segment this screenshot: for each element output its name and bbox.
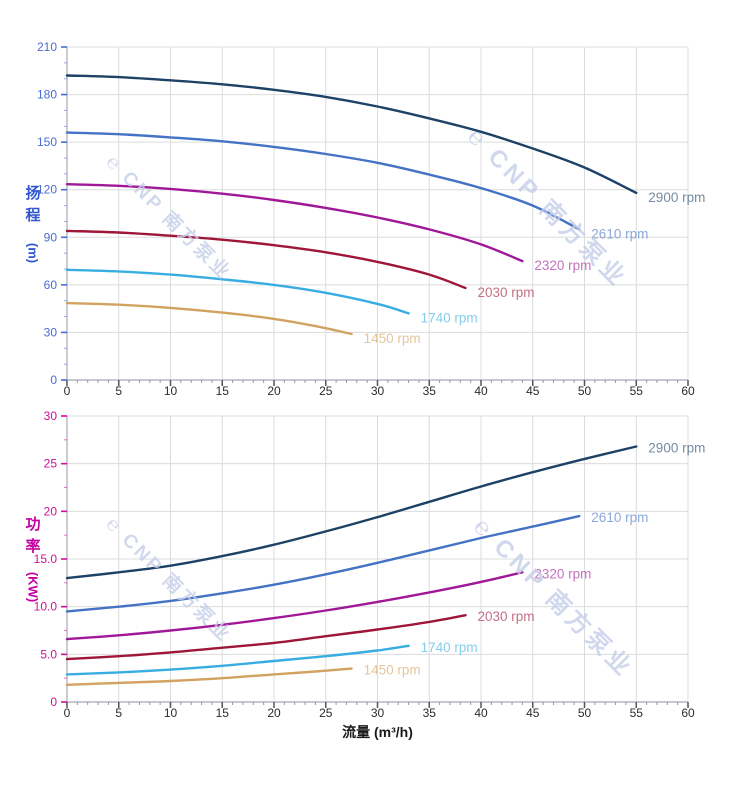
curve-2900rpm — [65, 445, 638, 580]
tick-marks — [61, 46, 689, 386]
curve-2030rpm — [65, 614, 467, 661]
y-tick-label: 20 — [44, 504, 58, 518]
tick-labels: 0 5.0 10.0 15.0 20 25 30 0 5 10 15 20 25 30 35 40 45 50 55… — [34, 409, 695, 720]
curve-2320rpm — [65, 571, 524, 641]
x-tick-label: 5 — [115, 706, 122, 720]
head-axis-title: 扬程 — [25, 185, 41, 224]
power-axis-unit: (KW) — [25, 571, 41, 603]
x-tick-label: 35 — [423, 384, 437, 398]
y-tick-label: 10.0 — [34, 600, 58, 614]
curve-2610rpm — [65, 131, 581, 231]
x-tick-label: 45 — [526, 384, 540, 398]
y-tick-label: 15.0 — [34, 552, 58, 566]
x-tick-label: 20 — [267, 706, 281, 720]
flow-axis-title: 流量 (m³/h) — [342, 724, 413, 740]
curve-2900rpm — [65, 74, 638, 195]
y-tick-label: 25 — [44, 457, 58, 471]
series-label-2030: 2030 rpm — [478, 285, 535, 300]
series-label-1740: 1740 rpm — [421, 640, 478, 655]
x-tick-label: 0 — [64, 384, 71, 398]
x-tick-label: 0 — [64, 706, 71, 720]
y-tick-label: 0 — [50, 695, 57, 709]
series-label-1740: 1740 rpm — [421, 310, 478, 325]
curve-1450rpm — [65, 301, 353, 336]
x-tick-label: 35 — [423, 706, 437, 720]
gridlines — [66, 415, 689, 703]
x-tick-label: 40 — [474, 384, 488, 398]
x-tick-label: 50 — [578, 384, 592, 398]
tick-labels: 0 30 60 90 120 150 180 210 0 5 10 15 20 25 30 35 40 45 50 5… — [37, 40, 695, 398]
head-chart: 0 30 60 90 120 150 180 210 0 5 10 15 20 25 30 35 40 45 50 5… — [37, 40, 705, 398]
x-tick-label: 15 — [216, 384, 230, 398]
x-tick-label: 25 — [319, 706, 333, 720]
x-tick-label: 15 — [216, 706, 230, 720]
x-tick-label: 40 — [474, 706, 488, 720]
series-label-2320: 2320 rpm — [534, 566, 591, 581]
x-tick-label: 55 — [630, 384, 644, 398]
curve-1740rpm — [65, 644, 410, 676]
x-tick-label: 10 — [164, 706, 178, 720]
head-axis-unit: (m) — [25, 242, 41, 264]
curve-1740rpm — [65, 268, 410, 315]
y-tick-label: 120 — [37, 183, 57, 197]
x-tick-label: 60 — [681, 706, 695, 720]
x-tick-label: 45 — [526, 706, 540, 720]
curve-2610rpm — [65, 514, 581, 613]
power-chart: 0 5.0 10.0 15.0 20 25 30 0 5 10 15 20 25 30 35 40 45 50 55… — [34, 409, 706, 720]
curve-2030rpm — [65, 229, 467, 290]
series-label-2030: 2030 rpm — [478, 609, 535, 624]
series-label-1450: 1450 rpm — [364, 331, 421, 346]
x-tick-label: 30 — [371, 384, 385, 398]
x-tick-label: 5 — [115, 384, 122, 398]
y-tick-label: 60 — [44, 278, 58, 292]
y-tick-label: 5.0 — [40, 647, 57, 661]
x-tick-label: 30 — [371, 706, 385, 720]
x-tick-label: 55 — [630, 706, 644, 720]
series-label-2900: 2900 rpm — [648, 190, 705, 205]
x-tick-label: 25 — [319, 384, 333, 398]
y-tick-label: 90 — [44, 230, 58, 244]
series-label-2900: 2900 rpm — [648, 441, 705, 456]
y-tick-label: 30 — [44, 409, 58, 423]
y-tick-label: 0 — [50, 373, 57, 387]
series-label-2610: 2610 rpm — [591, 226, 648, 241]
curve-1450rpm — [65, 667, 353, 686]
tick-marks — [61, 415, 689, 708]
x-tick-label: 50 — [578, 706, 592, 720]
series-label-2320: 2320 rpm — [534, 258, 591, 273]
y-tick-label: 210 — [37, 40, 57, 54]
x-tick-label: 20 — [267, 384, 281, 398]
y-tick-label: 180 — [37, 88, 57, 102]
y-tick-label: 30 — [44, 325, 58, 339]
x-tick-label: 10 — [164, 384, 178, 398]
curve-2320rpm — [65, 183, 524, 263]
curves: 2900 rpm 2610 rpm 2320 rpm 2030 rpm 1740 rpm… — [65, 441, 705, 686]
power-axis-title: 功率 — [25, 516, 41, 555]
x-tick-label: 60 — [681, 384, 695, 398]
y-tick-label: 150 — [37, 135, 57, 149]
series-label-2610: 2610 rpm — [591, 510, 648, 525]
series-label-1450: 1450 rpm — [364, 663, 421, 678]
